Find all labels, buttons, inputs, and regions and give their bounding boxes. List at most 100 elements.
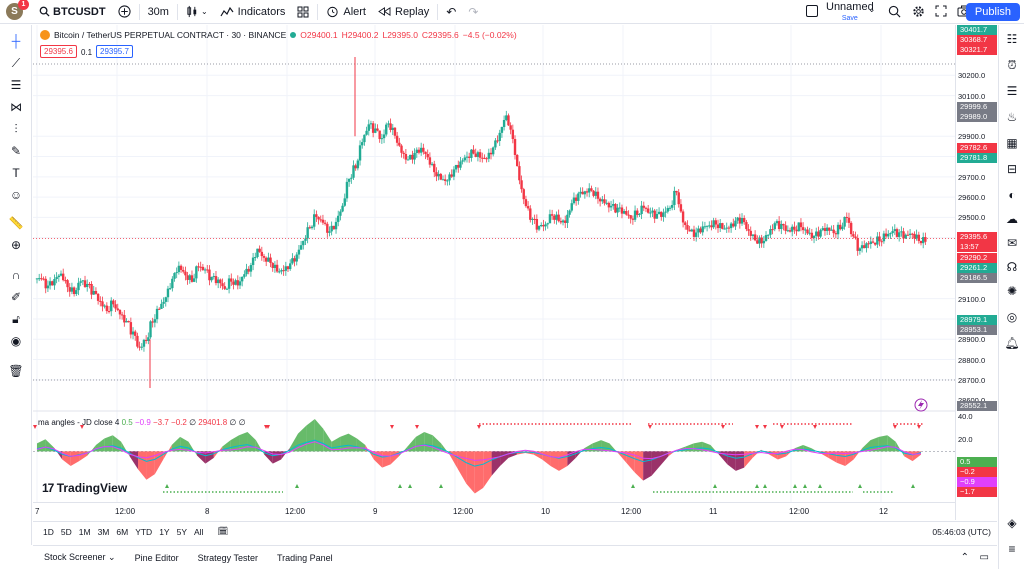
maximize-icon[interactable]: ▭: [979, 552, 989, 563]
broadcast-icon[interactable]: ◎: [1006, 310, 1018, 324]
replay-button[interactable]: Replay: [372, 0, 435, 24]
candle-body: [210, 276, 213, 281]
candle-body: [777, 221, 781, 230]
indicator-area: [870, 436, 879, 452]
candle-body: [192, 278, 196, 282]
notifications-bell-icon[interactable]: 🔔︎: [1004, 336, 1020, 350]
bottom-tab-trading-panel[interactable]: Trading Panel: [276, 552, 333, 563]
candle-body: [258, 248, 261, 252]
symbol-search-button[interactable]: BTCUSDT: [33, 0, 112, 24]
menu-icon[interactable]: ≡: [1008, 542, 1016, 556]
layout-checkbox[interactable]: [806, 5, 818, 17]
fullscreen-icon[interactable]: [935, 5, 947, 20]
quick-search-icon[interactable]: [888, 5, 901, 21]
chart-area[interactable]: [33, 25, 955, 520]
layout-name-button[interactable]: Unnamed Save: [826, 2, 874, 24]
alert-button[interactable]: Alert: [320, 0, 372, 24]
alerts-clock-icon[interactable]: ⏰︎: [1007, 58, 1017, 72]
candle-body: [524, 199, 528, 207]
bottom-tab-strategy-tester[interactable]: Strategy Tester: [197, 552, 258, 563]
range-button-all[interactable]: All: [194, 526, 204, 537]
candle-body: [786, 230, 790, 232]
clock-timezone[interactable]: 05:46:03 (UTC): [932, 526, 991, 537]
price-axis[interactable]: 30200.030100.029900.029800.029700.029600…: [955, 25, 997, 520]
range-button-ytd[interactable]: YTD: [135, 526, 153, 537]
indicators-button[interactable]: Indicators: [214, 0, 292, 24]
crosshair-icon[interactable]: ┼: [11, 34, 21, 48]
settings-gear-icon[interactable]: [912, 5, 925, 21]
range-button-6m[interactable]: 6M: [116, 526, 129, 537]
data-window-icon[interactable]: ☰: [1006, 84, 1018, 98]
user-avatar[interactable]: S 1: [6, 0, 29, 20]
sell-button[interactable]: 29395.6: [40, 45, 77, 58]
goto-date-icon[interactable]: 🗓︎: [217, 526, 229, 536]
layers-icon[interactable]: ◈: [1007, 516, 1017, 530]
ruler-icon[interactable]: 📏: [8, 216, 24, 230]
streams-icon[interactable]: ☁: [1006, 212, 1018, 226]
candle-body: [144, 339, 148, 341]
candle-body: [703, 226, 707, 228]
tradingview-logo[interactable]: 17 TradingView: [42, 481, 127, 495]
pattern-icon[interactable]: ⋈: [10, 100, 22, 114]
range-button-5y[interactable]: 5Y: [176, 526, 187, 537]
candlestick-chart[interactable]: [33, 25, 955, 520]
undo-button[interactable]: ↶: [440, 0, 462, 24]
range-button-3m[interactable]: 3M: [97, 526, 110, 537]
zoom-in-icon[interactable]: ⊕: [10, 238, 22, 252]
trash-icon[interactable]: 🗑︎: [8, 364, 24, 378]
horizontal-lines-icon[interactable]: ☰: [10, 78, 22, 92]
range-button-1y[interactable]: 1Y: [159, 526, 170, 537]
candle-body: [906, 234, 910, 236]
brush-icon[interactable]: ✎: [10, 144, 22, 158]
lock-icon[interactable]: 🔓︎: [12, 312, 20, 326]
indicator-area: [365, 444, 374, 460]
range-button-1d[interactable]: 1D: [43, 526, 54, 537]
hotlist-fire-icon[interactable]: ♨: [1006, 110, 1018, 124]
fib-icon[interactable]: ⫶: [14, 122, 18, 136]
indicator-area: [483, 451, 492, 488]
redo-button[interactable]: ↷: [462, 0, 484, 24]
calendar-icon[interactable]: ▦: [1006, 136, 1018, 150]
candle-body: [280, 270, 283, 272]
candle-body: [736, 217, 739, 221]
buy-button[interactable]: 29395.7: [96, 45, 133, 58]
watchlist-icon[interactable]: ☷: [1006, 32, 1018, 46]
chart-type-button[interactable]: ⌄: [180, 0, 214, 24]
compare-add-button[interactable]: [112, 0, 137, 24]
candle-body: [251, 257, 255, 266]
magnet-icon[interactable]: ∩: [11, 268, 21, 282]
range-button-5d[interactable]: 5D: [60, 526, 72, 537]
candle-body: [68, 287, 71, 292]
publish-button[interactable]: Publish: [965, 3, 1020, 21]
indicator-area: [550, 451, 559, 471]
lightbulb-icon[interactable]: ✺: [1006, 284, 1018, 298]
price-tag: 29186.5: [957, 273, 997, 283]
ideas-icon[interactable]: ◐: [1008, 188, 1016, 202]
candle-body: [424, 151, 427, 155]
text-icon[interactable]: T: [12, 166, 20, 180]
time-axis[interactable]: 7 12:00 8 12:00 9 12:00 10 12:00 11 12:00 12: [33, 502, 955, 520]
candle-body: [179, 265, 183, 270]
eye-icon[interactable]: ◉: [10, 334, 22, 348]
headset-icon[interactable]: ☊: [1006, 260, 1018, 274]
divider: [176, 3, 178, 20]
candle-body: [799, 222, 803, 228]
bottom-tab-stock-screener[interactable]: Stock Screener ⌄: [44, 552, 116, 562]
indicator-legend[interactable]: ma angles - JD close 4 0.5 −0.9 −3.7 −0.…: [38, 418, 246, 427]
news-icon[interactable]: ⊟: [1006, 162, 1018, 176]
candle-body: [887, 233, 890, 237]
replay-label: Replay: [395, 5, 430, 18]
bottom-tab-pine-editor[interactable]: Pine Editor: [134, 552, 179, 563]
lightning-alert-icon[interactable]: [914, 398, 928, 412]
chevron-down-icon[interactable]: ⌄: [868, 4, 876, 14]
layouts-button[interactable]: [291, 0, 315, 24]
emoji-icon[interactable]: ☺: [9, 188, 23, 202]
range-button-1m[interactable]: 1M: [78, 526, 91, 537]
lock-drawing-icon[interactable]: ✐: [10, 290, 22, 304]
interval-button[interactable]: 30m: [147, 5, 169, 18]
chat-icon[interactable]: ✉: [1006, 236, 1018, 250]
collapse-icon[interactable]: ⌃: [960, 552, 969, 563]
candle-body: [201, 266, 205, 270]
legend-title[interactable]: Bitcoin / TetherUS PERPETUAL CONTRACT · …: [54, 30, 287, 40]
trend-line-icon[interactable]: ⟋: [11, 56, 21, 70]
